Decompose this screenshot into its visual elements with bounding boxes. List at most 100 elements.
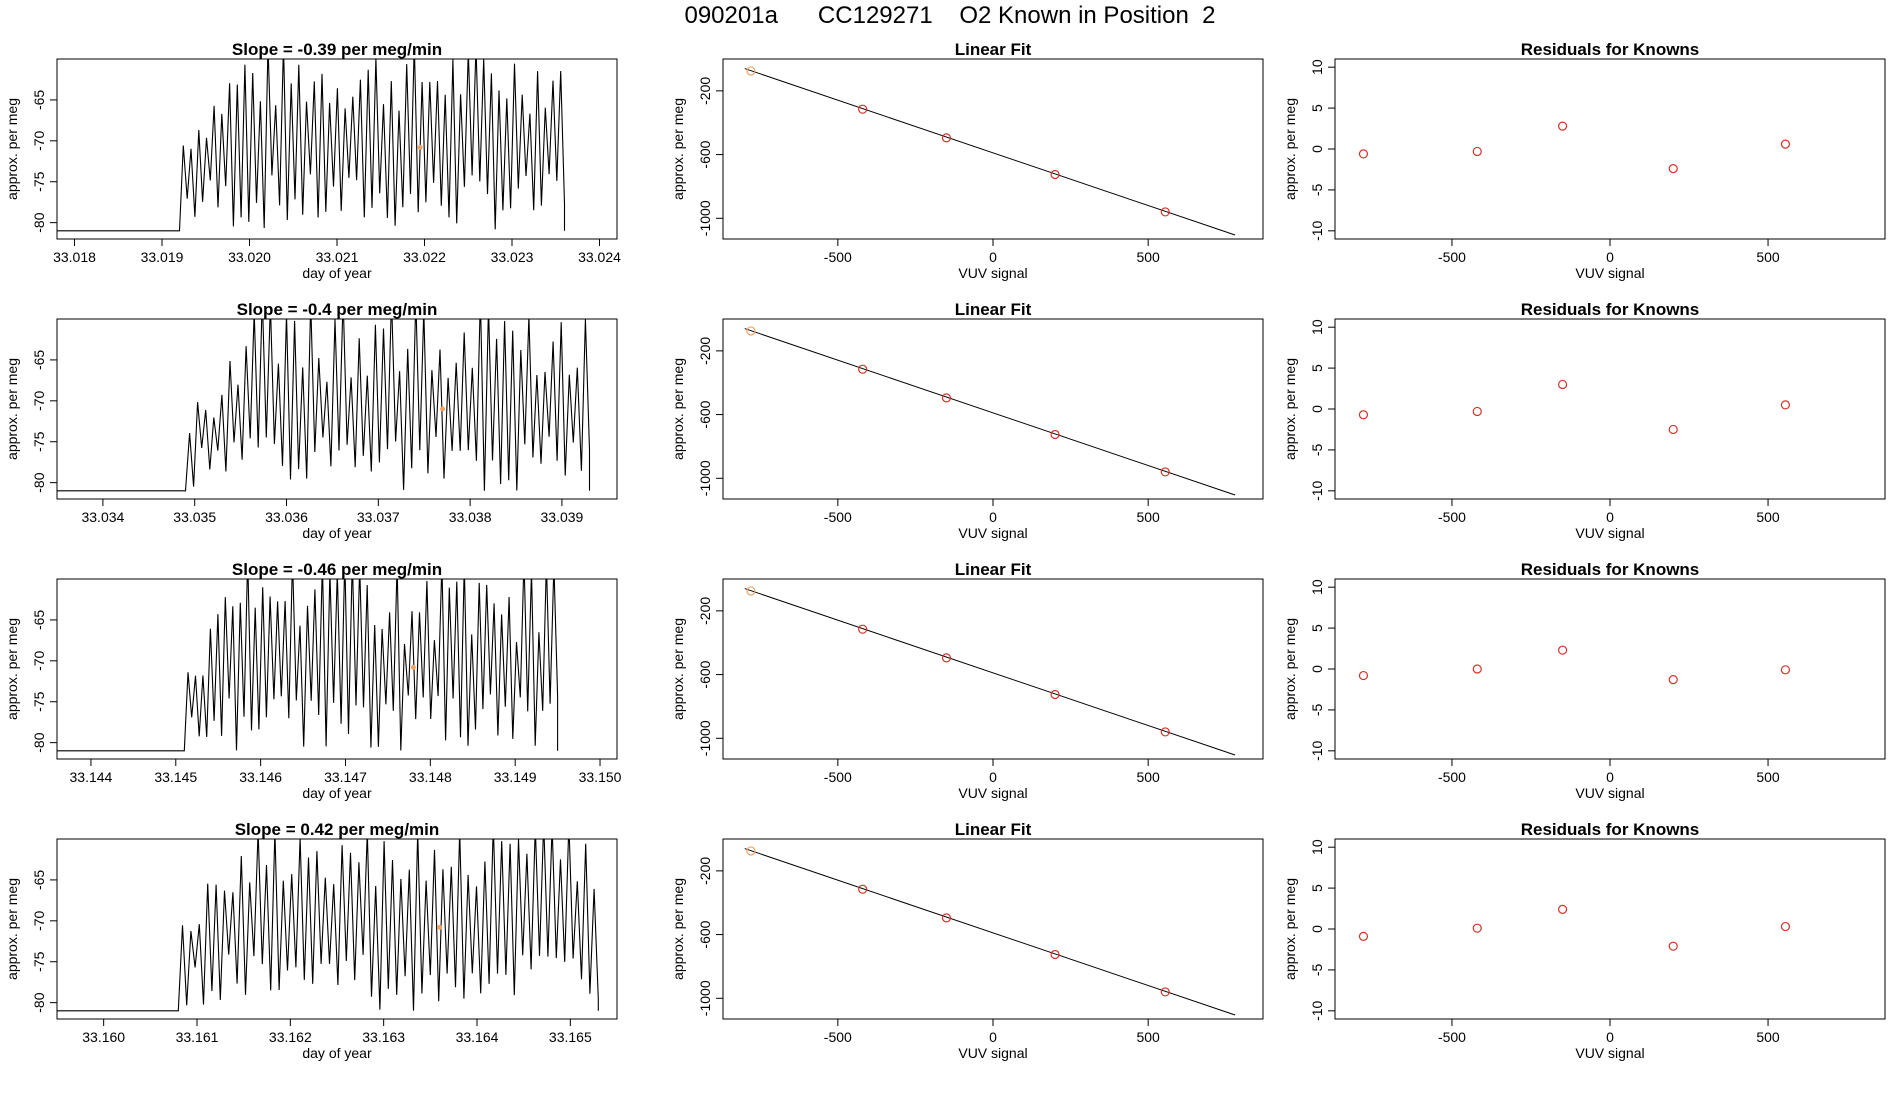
chart-residuals: -500 0 500 -10 -5 0 5 10 Residuals for Knowns VUV…	[1282, 820, 1886, 1061]
y-tick-label: -65	[31, 90, 47, 110]
data-point	[1358, 149, 1369, 159]
y-tick-label: -65	[31, 610, 47, 630]
y-axis-label: approx. per meg	[4, 878, 20, 980]
chart-time-series: 33.144 33.145 33.146 33.147 33.148 33.149 33.1…	[4, 560, 622, 801]
x-axis-label: VUV signal	[1575, 1045, 1644, 1061]
y-axis-label: approx. per meg	[1282, 618, 1298, 720]
x-tick-label: 500	[1136, 1029, 1160, 1045]
y-tick-label: 5	[1309, 884, 1325, 892]
plot-frame	[1334, 58, 1886, 240]
x-tick-label: 33.037	[357, 509, 400, 525]
x-tick-label: 0	[1606, 509, 1614, 525]
x-tick-label: 33.160	[82, 1029, 125, 1045]
chart-title: Residuals for Knowns	[1521, 300, 1700, 319]
y-tick-label: -75	[31, 951, 47, 971]
y-tick-label: -200	[697, 337, 713, 365]
y-tick-label: -600	[697, 660, 713, 688]
x-tick-label: 33.163	[362, 1029, 405, 1045]
chart-title: Residuals for Knowns	[1521, 560, 1700, 579]
data-point	[1160, 467, 1170, 477]
y-axis-label: approx. per meg	[4, 98, 20, 200]
y-axis-label: approx. per meg	[1282, 358, 1298, 460]
x-tick-label: 500	[1136, 769, 1160, 785]
data-point	[941, 653, 952, 663]
data-point	[941, 913, 952, 923]
plot-frame	[56, 58, 618, 240]
x-tick-label: 33.019	[141, 249, 184, 265]
x-axis-label: day of year	[302, 1045, 372, 1061]
data-point	[1160, 207, 1170, 217]
fit-line	[744, 848, 1236, 1016]
y-tick-label: -200	[697, 857, 713, 885]
chart-title: Slope = -0.4 per meg/min	[237, 300, 438, 319]
data-point	[746, 66, 756, 76]
mean-marker	[410, 664, 416, 670]
x-tick-label: -500	[1438, 249, 1466, 265]
data-point	[1472, 146, 1482, 157]
x-tick-label: 0	[1606, 1029, 1614, 1045]
y-tick-label: -75	[31, 431, 47, 451]
plot-frame	[722, 578, 1264, 760]
y-tick-label: -10	[1309, 740, 1325, 760]
y-tick-label: 0	[1309, 145, 1325, 153]
y-tick-label: -10	[1309, 1000, 1325, 1020]
y-tick-label: -10	[1309, 480, 1325, 500]
chart-linear-fit: -500 0 500 -1000 -600 -200 Linear Fit VUV signa…	[670, 40, 1264, 281]
x-tick-label: 33.149	[494, 769, 537, 785]
x-tick-label: 33.162	[269, 1029, 312, 1045]
chart-residuals: -500 0 500 -10 -5 0 5 10 Residuals for Knowns VUV…	[1282, 560, 1886, 801]
y-tick-label: 5	[1309, 624, 1325, 632]
y-tick-label: -75	[31, 171, 47, 191]
plot-frame	[1334, 838, 1886, 1020]
x-tick-label: 500	[1756, 249, 1780, 265]
data-point	[858, 104, 868, 114]
chart-title: Slope = 0.42 per meg/min	[235, 820, 440, 839]
x-tick-label: 0	[989, 1029, 997, 1045]
plot-frame	[56, 318, 618, 500]
x-tick-label: -500	[824, 769, 852, 785]
y-tick-label: -1000	[697, 200, 713, 236]
data-point	[1780, 400, 1791, 410]
plot-frame	[56, 838, 618, 1020]
x-tick-label: 500	[1756, 1029, 1780, 1045]
x-tick-label: 33.024	[578, 249, 621, 265]
y-tick-label: -75	[31, 691, 47, 711]
y-tick-label: -80	[31, 212, 47, 232]
data-point	[1358, 931, 1369, 941]
chart-time-series: 33.034 33.035 33.036 33.037 33.038 33.039 -80 -…	[4, 300, 618, 541]
data-point	[746, 846, 756, 856]
plot-frame	[722, 58, 1264, 240]
y-tick-label: 10	[1309, 319, 1325, 335]
y-axis-label: approx. per meg	[4, 618, 20, 720]
data-point	[1472, 406, 1482, 417]
x-axis-label: VUV signal	[958, 1045, 1027, 1061]
x-tick-label: 33.144	[70, 769, 113, 785]
data-point	[1557, 121, 1568, 131]
y-axis-label: approx. per meg	[670, 618, 686, 720]
x-axis-label: day of year	[302, 785, 372, 801]
y-tick-label: -200	[697, 77, 713, 105]
y-tick-label: -65	[31, 350, 47, 370]
y-axis-label: approx. per meg	[1282, 98, 1298, 200]
x-tick-label: 33.161	[176, 1029, 219, 1045]
x-tick-label: -500	[1438, 1029, 1466, 1045]
x-tick-label: -500	[824, 249, 852, 265]
y-tick-label: -1000	[697, 980, 713, 1016]
chart-title: Linear Fit	[955, 820, 1032, 839]
chart-title: Linear Fit	[955, 560, 1032, 579]
signal-trace	[57, 59, 566, 232]
y-axis-label: approx. per meg	[1282, 878, 1298, 980]
x-tick-label: 33.023	[491, 249, 534, 265]
x-tick-label: 500	[1136, 509, 1160, 525]
plot-frame	[1334, 578, 1886, 760]
signal-trace	[57, 319, 591, 492]
y-tick-label: 10	[1309, 839, 1325, 855]
y-tick-label: -1000	[697, 720, 713, 756]
x-tick-label: 0	[1606, 769, 1614, 785]
x-tick-label: -500	[1438, 769, 1466, 785]
signal-trace	[57, 839, 599, 1012]
data-point	[858, 624, 868, 634]
x-axis-label: day of year	[302, 265, 372, 281]
